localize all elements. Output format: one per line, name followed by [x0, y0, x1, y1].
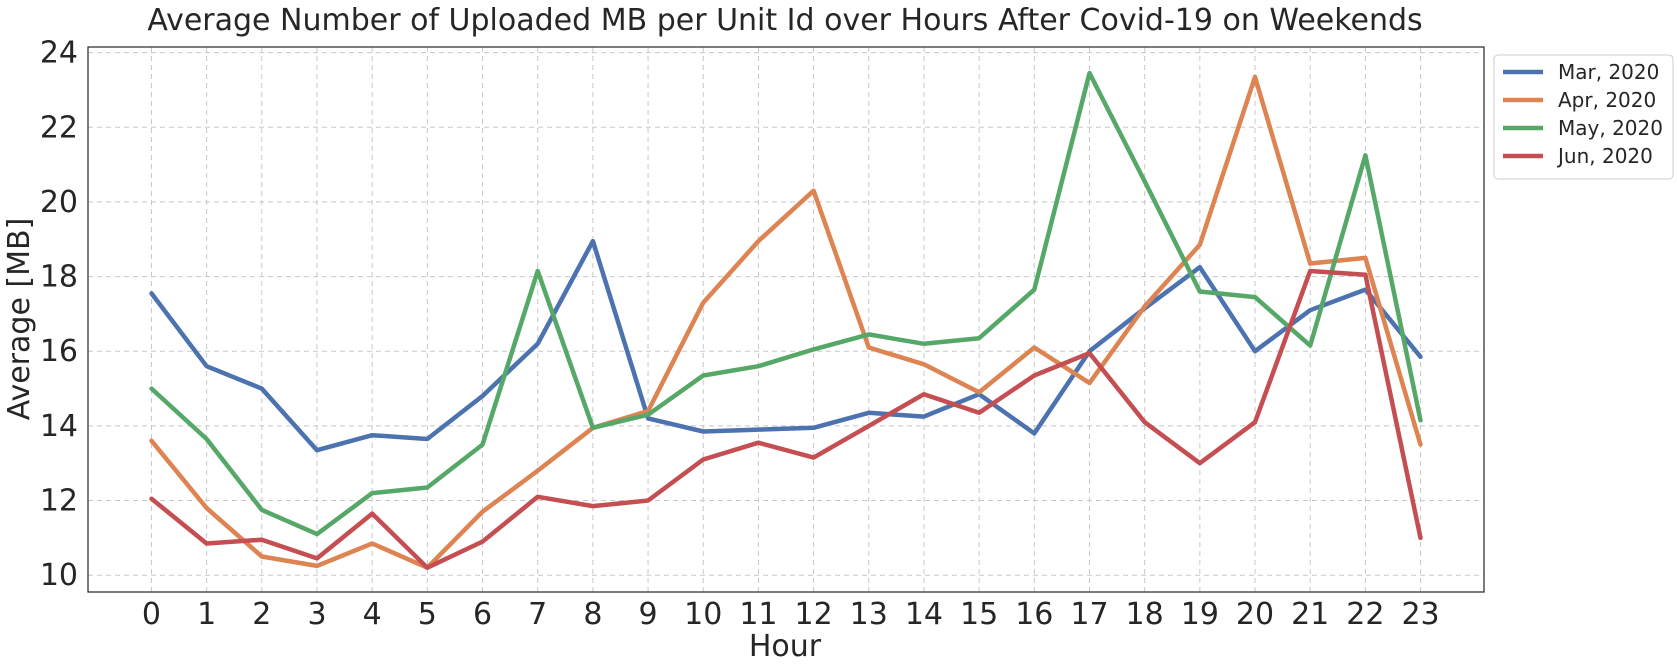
x-tick-label: 15 — [960, 597, 998, 632]
series-line-apr-2020 — [149, 74, 1423, 570]
x-tick-label: 21 — [1291, 597, 1329, 632]
y-tick-label: 14 — [40, 409, 78, 444]
y-tick-label: 20 — [40, 185, 78, 220]
x-tick-label: 2 — [252, 597, 271, 632]
plot-frame — [87, 46, 1485, 593]
series-points — [151, 76, 1421, 568]
x-tick-label: 8 — [583, 597, 602, 632]
x-tick-label: 11 — [739, 597, 777, 632]
series-points — [151, 73, 1421, 535]
y-tick-label: 16 — [40, 334, 78, 369]
x-tick-label: 16 — [1015, 597, 1053, 632]
x-tick-label: 20 — [1236, 597, 1274, 632]
x-tick-label: 22 — [1346, 597, 1384, 632]
y-tick-label: 22 — [40, 110, 78, 145]
x-tick-label: 23 — [1401, 597, 1439, 632]
legend-item: Mar, 2020 — [1503, 60, 1659, 84]
x-tick-label: 9 — [639, 597, 658, 632]
y-axis-label: Average [MB] — [2, 218, 37, 421]
x-tick-label: 6 — [473, 597, 492, 632]
y-tick-label: 24 — [40, 36, 78, 71]
chart-title: Average Number of Uploaded MB per Unit I… — [147, 3, 1422, 38]
y-tick-label: 18 — [40, 260, 78, 295]
x-tick-label: 18 — [1126, 597, 1164, 632]
legend-label: Mar, 2020 — [1558, 60, 1659, 84]
x-axis-ticks: 0 1 2 3 4 5 6 7 8 9 10 11 12 13 14 15 16 17 18 19 20 21 22 23 — [142, 597, 1440, 632]
legend-frame — [1493, 54, 1674, 180]
x-axis-label: Hour — [749, 629, 822, 664]
legend: Mar, 2020 Apr, 2020 May, 2020 Jun, 2020 — [1493, 54, 1674, 180]
x-tick-label: 17 — [1070, 597, 1108, 632]
legend-item: Apr, 2020 — [1503, 88, 1656, 112]
legend-label: Apr, 2020 — [1558, 88, 1656, 112]
y-tick-label: 12 — [40, 484, 78, 519]
grid — [88, 47, 1484, 592]
series-line-may-2020 — [149, 70, 1423, 537]
legend-item: May, 2020 — [1503, 116, 1663, 140]
series-line-mar-2020 — [149, 238, 1423, 453]
x-tick-label: 4 — [363, 597, 382, 632]
x-tick-label: 0 — [142, 597, 161, 632]
x-tick-label: 13 — [850, 597, 888, 632]
x-tick-label: 3 — [307, 597, 326, 632]
x-tick-label: 14 — [905, 597, 943, 632]
series-points — [151, 241, 1421, 451]
legend-label: Jun, 2020 — [1556, 144, 1653, 168]
x-tick-label: 10 — [684, 597, 722, 632]
x-tick-label: 12 — [794, 597, 832, 632]
x-tick-label: 1 — [197, 597, 216, 632]
series-points — [151, 270, 1421, 568]
x-tick-label: 5 — [418, 597, 437, 632]
x-tick-label: 19 — [1181, 597, 1219, 632]
legend-label: May, 2020 — [1558, 116, 1663, 140]
y-axis-ticks: 10 12 14 16 18 20 22 24 — [40, 36, 78, 594]
series-lines — [149, 70, 1423, 570]
x-tick-label: 7 — [528, 597, 547, 632]
legend-item: Jun, 2020 — [1503, 144, 1653, 168]
series-line-jun-2020 — [149, 268, 1423, 570]
y-tick-label: 10 — [40, 558, 78, 593]
